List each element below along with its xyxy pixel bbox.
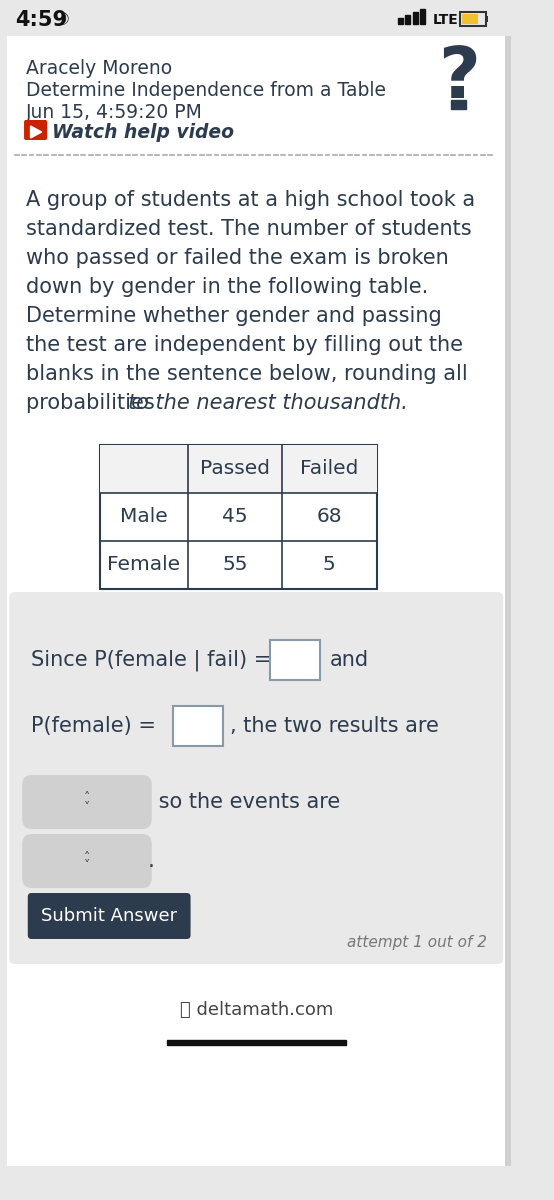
Bar [461, 14, 478, 24]
Bar [100, 445, 377, 493]
Text: , the two results are: , the two results are [230, 716, 439, 736]
Text: standardized test. The number of students: standardized test. The number of student… [26, 218, 471, 239]
Text: Female: Female [107, 556, 181, 575]
Text: LTE: LTE [433, 13, 459, 26]
Text: Determine Independence from a Table: Determine Independence from a Table [26, 80, 386, 100]
Text: blanks in the sentence below, rounding all: blanks in the sentence below, rounding a… [26, 364, 468, 384]
Text: ˅: ˅ [84, 859, 90, 872]
Text: Since P(female | fail) =: Since P(female | fail) = [32, 649, 279, 671]
Text: who passed or failed the exam is broken: who passed or failed the exam is broken [26, 248, 449, 268]
Text: Passed: Passed [200, 460, 270, 479]
Text: Determine whether gender and passing: Determine whether gender and passing [26, 306, 442, 326]
Text: to the nearest thousandth.: to the nearest thousandth. [127, 392, 408, 413]
Bar [405, 14, 411, 24]
Text: 68: 68 [316, 508, 342, 527]
FancyBboxPatch shape [24, 120, 47, 140]
Text: Aracely Moreno: Aracely Moreno [26, 59, 172, 78]
Text: down by gender in the following table.: down by gender in the following table. [26, 277, 428, 296]
Bar [460, 12, 486, 26]
Bar [100, 445, 377, 589]
Text: ?: ? [438, 43, 480, 113]
Text: ☽: ☽ [54, 11, 70, 29]
Bar [420, 8, 425, 24]
Text: Jun 15, 4:59:20 PM: Jun 15, 4:59:20 PM [26, 102, 203, 121]
Text: 55: 55 [222, 556, 248, 575]
Text: attempt 1 out of 2: attempt 1 out of 2 [347, 935, 486, 949]
Text: ˅: ˅ [84, 800, 90, 814]
Polygon shape [30, 126, 42, 138]
FancyBboxPatch shape [9, 592, 503, 964]
FancyBboxPatch shape [270, 640, 320, 680]
Bar [452, 100, 466, 109]
Text: Male: Male [120, 508, 168, 527]
FancyBboxPatch shape [22, 775, 152, 829]
Text: A group of students at a high school took a: A group of students at a high school too… [26, 190, 475, 210]
Bar [502, 36, 511, 1166]
Text: Submit Answer: Submit Answer [41, 907, 177, 925]
Text: 45: 45 [222, 508, 248, 527]
Text: 4:59: 4:59 [15, 10, 67, 30]
Text: 5: 5 [323, 556, 336, 575]
Text: probabilities: probabilities [26, 392, 161, 413]
Bar [486, 16, 489, 22]
Text: so the events are: so the events are [152, 792, 340, 812]
Text: Watch help video: Watch help video [52, 122, 234, 142]
FancyBboxPatch shape [22, 834, 152, 888]
Text: Failed: Failed [300, 460, 358, 479]
Text: and: and [329, 650, 368, 670]
FancyBboxPatch shape [173, 706, 223, 746]
Bar [413, 12, 418, 24]
Text: .: . [148, 851, 155, 871]
Bar [167, 1040, 346, 1045]
Bar [398, 18, 403, 24]
Text: P(female) =: P(female) = [32, 716, 163, 736]
Text: ˄: ˄ [84, 851, 90, 864]
Text: ˄: ˄ [84, 792, 90, 804]
FancyBboxPatch shape [28, 893, 191, 938]
Text: 🔒 deltamath.com: 🔒 deltamath.com [179, 1001, 333, 1019]
Text: the test are independent by filling out the: the test are independent by filling out … [26, 335, 463, 355]
